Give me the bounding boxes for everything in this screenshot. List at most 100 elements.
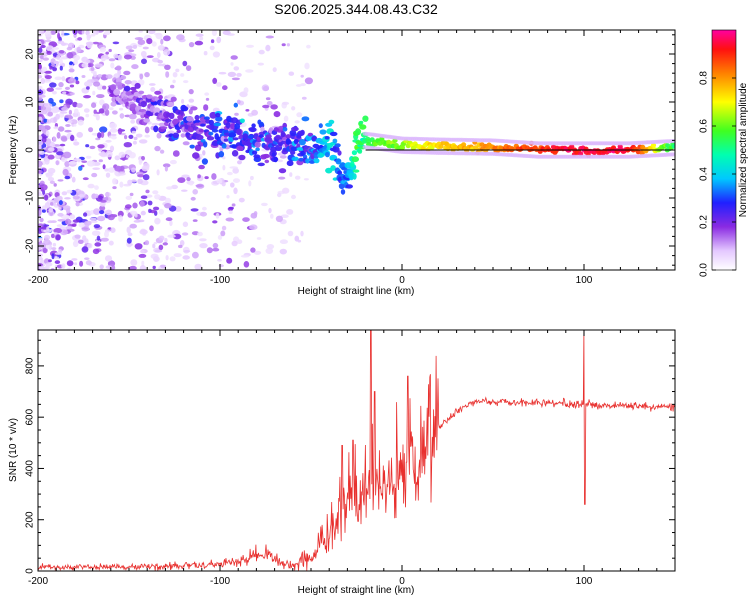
heatmap-cell [131, 64, 139, 70]
heatmap-cell [254, 141, 261, 148]
heatmap-cell [53, 126, 59, 130]
heatmap-cell [235, 128, 242, 135]
heatmap-cell [220, 230, 226, 237]
heatmap-cell [125, 195, 132, 200]
heatmap-cell [163, 35, 171, 42]
heatmap-cell [107, 167, 116, 173]
heatmap-cell [223, 138, 229, 142]
heatmap-cell [212, 77, 218, 84]
heatmap-cell [285, 134, 291, 139]
heatmap-cell [166, 186, 173, 190]
heatmap-cell [52, 67, 57, 72]
heatmap-cell [119, 107, 124, 111]
heatmap-cell [272, 67, 277, 73]
heatmap-cell [243, 261, 250, 268]
heatmap-cell [228, 206, 234, 210]
heatmap-cell [96, 235, 101, 241]
heatmap-cell [123, 142, 132, 148]
heatmap-cell [281, 101, 290, 105]
heatmap-cell [230, 55, 238, 60]
heatmap-cell [203, 104, 209, 111]
spectrogram-heatmap [38, 30, 675, 270]
heatmap-cell [199, 243, 208, 249]
heatmap-cell [287, 230, 294, 237]
heatmap-cell [154, 194, 161, 200]
heatmap-cell [208, 131, 214, 136]
heatmap-cell [128, 134, 134, 139]
heatmap-cell [53, 183, 57, 187]
heatmap-cell [337, 150, 342, 156]
heatmap-cell [256, 237, 262, 240]
heatmap-cell [56, 132, 61, 139]
heatmap-cell [181, 98, 185, 104]
heatmap-cell [324, 151, 330, 158]
heatmap-cell [218, 264, 224, 268]
heatmap-cell [117, 172, 126, 176]
heatmap-cell [158, 208, 164, 215]
heatmap-cell [44, 194, 49, 201]
heatmap-cell [119, 113, 125, 119]
bottom-y-tick-label: 800 [25, 357, 36, 374]
heatmap-cell [148, 208, 152, 213]
heatmap-cell [105, 172, 111, 178]
heatmap-cell [304, 62, 310, 70]
heatmap-cell [50, 107, 59, 114]
heatmap-cell [329, 156, 335, 161]
heatmap-cell [94, 63, 103, 68]
heatmap-cell [240, 254, 250, 258]
heatmap-cell [138, 30, 143, 33]
heatmap-cell [40, 55, 44, 60]
heatmap-cell [195, 134, 204, 141]
heatmap-cell [96, 94, 105, 99]
heatmap-cell [38, 30, 45, 33]
heatmap-cell [52, 136, 57, 142]
heatmap-cell [181, 232, 189, 236]
heatmap-cell [286, 160, 294, 167]
heatmap-cell [91, 230, 101, 236]
heatmap-cell [168, 112, 175, 120]
heatmap-cell [140, 101, 147, 108]
heatmap-cell [153, 255, 159, 262]
heatmap-cell [259, 121, 264, 127]
heatmap-cell [185, 65, 192, 71]
heatmap-cell [290, 150, 296, 156]
heatmap-cell [38, 209, 42, 216]
heatmap-cell [357, 148, 363, 154]
heatmap-cell [68, 109, 72, 115]
heatmap-cell [160, 38, 164, 45]
heatmap-cell [96, 215, 106, 222]
heatmap-cell [188, 98, 195, 103]
heatmap-cell [164, 64, 171, 71]
heatmap-cell [75, 201, 80, 207]
heatmap-cell [144, 126, 150, 134]
heatmap-cell [112, 110, 118, 115]
bottom-x-axis: -200 -100 0 100 [28, 330, 676, 587]
heatmap-cell [251, 123, 256, 128]
heatmap-cell [81, 62, 89, 68]
heatmap-cell [44, 106, 52, 112]
heatmap-cell [212, 51, 220, 58]
heatmap-cell [216, 82, 222, 87]
colorbar-tick-label: 0.4 [699, 167, 710, 181]
heatmap-cell [230, 182, 235, 188]
heatmap-cell [182, 60, 188, 67]
heatmap-cell [203, 141, 208, 148]
top-x-tick-label: 0 [399, 275, 405, 286]
heatmap-cell [295, 84, 302, 87]
heatmap-cell [84, 81, 93, 87]
heatmap-cell [172, 72, 178, 78]
heatmap-cell [165, 255, 169, 261]
heatmap-cell [209, 111, 217, 119]
heatmap-cell [102, 197, 109, 201]
heatmap-cell [218, 151, 225, 158]
heatmap-cell [197, 231, 203, 237]
heatmap-cell [238, 154, 246, 161]
heatmap-cell [55, 113, 60, 120]
heatmap-cell [50, 202, 54, 206]
heatmap-cell [177, 177, 186, 184]
heatmap-cell [181, 174, 190, 179]
heatmap-cell [42, 57, 49, 61]
heatmap-cell [202, 150, 206, 156]
heatmap-cell [231, 150, 239, 157]
heatmap-cell [38, 266, 46, 270]
